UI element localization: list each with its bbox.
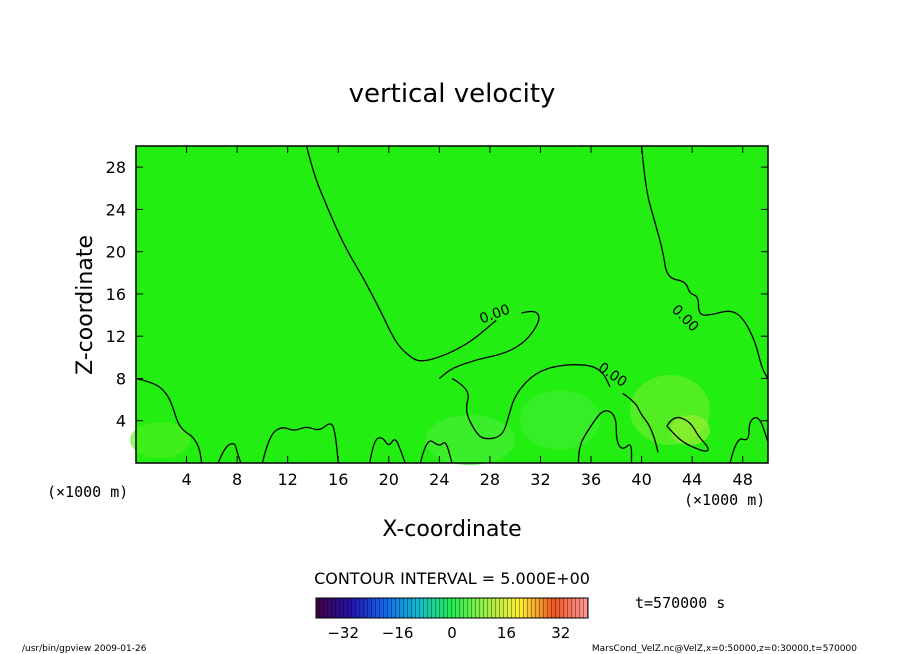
contour-line xyxy=(419,440,453,464)
shading-patch xyxy=(670,415,710,445)
x-tick-label: 48 xyxy=(733,470,753,489)
colorbar-tick-label: −16 xyxy=(382,624,414,642)
contour-line xyxy=(438,310,540,379)
plot-area: 0.000.000.00 xyxy=(130,145,769,465)
contour-line xyxy=(135,377,203,464)
colorbar-ticks: −32 −16 0 16 32 xyxy=(327,624,570,642)
contour-line xyxy=(217,442,242,464)
contour-line xyxy=(369,437,406,464)
colorbar-stripes xyxy=(316,598,588,618)
contour-line xyxy=(451,364,611,440)
x-tick-label: 28 xyxy=(480,470,500,489)
contour-line xyxy=(305,145,497,362)
contour-line xyxy=(666,416,709,452)
x-axis-ticks: 4 8 12 16 20 24 28 32 36 40 44 48 xyxy=(181,146,753,489)
shading-patch xyxy=(130,422,190,458)
colorbar-tick-label: 0 xyxy=(447,624,457,642)
colorbar-tick-label: 32 xyxy=(551,624,570,642)
x-tick-label: 8 xyxy=(232,470,242,489)
contour-line xyxy=(577,410,633,464)
y-tick-label: 12 xyxy=(106,327,126,346)
colorbar: −32 −16 0 16 32 xyxy=(315,597,589,642)
plot-frame xyxy=(135,145,769,464)
colorbar-frame xyxy=(315,597,589,619)
y-tick-label: 8 xyxy=(116,369,126,388)
colorbar-tick-label: 16 xyxy=(497,624,516,642)
y-tick-label: 24 xyxy=(106,200,126,219)
contour-line xyxy=(622,392,659,453)
x-tick-label: 40 xyxy=(631,470,651,489)
shading-patch xyxy=(520,390,600,450)
x-unit-right: (×1000 m) xyxy=(684,491,765,509)
x-tick-label: 12 xyxy=(278,470,298,489)
x-tick-label: 16 xyxy=(328,470,348,489)
y-tick-label: 28 xyxy=(106,158,126,177)
y-tick-label: 16 xyxy=(106,285,126,304)
footer-left: /usr/bin/gpview 2009-01-26 xyxy=(22,644,147,654)
y-tick-label: 20 xyxy=(106,243,126,262)
x-tick-label: 44 xyxy=(682,470,702,489)
contour-lines xyxy=(135,145,769,464)
x-tick-label: 24 xyxy=(429,470,449,489)
x-tick-label: 36 xyxy=(581,470,601,489)
x-unit-left: (×1000 m) xyxy=(47,483,128,501)
contour-interval-label: CONTOUR INTERVAL = 5.000E+00 xyxy=(314,569,590,588)
y-axis-ticks: 4 8 12 16 20 24 28 xyxy=(106,158,768,431)
x-tick-label: 32 xyxy=(530,470,550,489)
shading-patch xyxy=(425,415,515,465)
y-axis-label: Z-coordinate xyxy=(73,235,98,375)
footer-right: MarsCond_VelZ.nc@VelZ,x=0:50000,z=0:3000… xyxy=(592,644,857,654)
contour-line xyxy=(640,145,769,379)
x-axis-label: X-coordinate xyxy=(382,517,521,542)
chart-title: vertical velocity xyxy=(349,79,556,109)
contour-line xyxy=(729,417,769,464)
time-label: t=570000 s xyxy=(635,594,725,612)
colorbar-tick-label: −32 xyxy=(327,624,359,642)
y-tick-label: 4 xyxy=(116,412,126,431)
x-tick-label: 4 xyxy=(181,470,191,489)
x-tick-label: 20 xyxy=(379,470,399,489)
contour-line xyxy=(261,423,339,464)
